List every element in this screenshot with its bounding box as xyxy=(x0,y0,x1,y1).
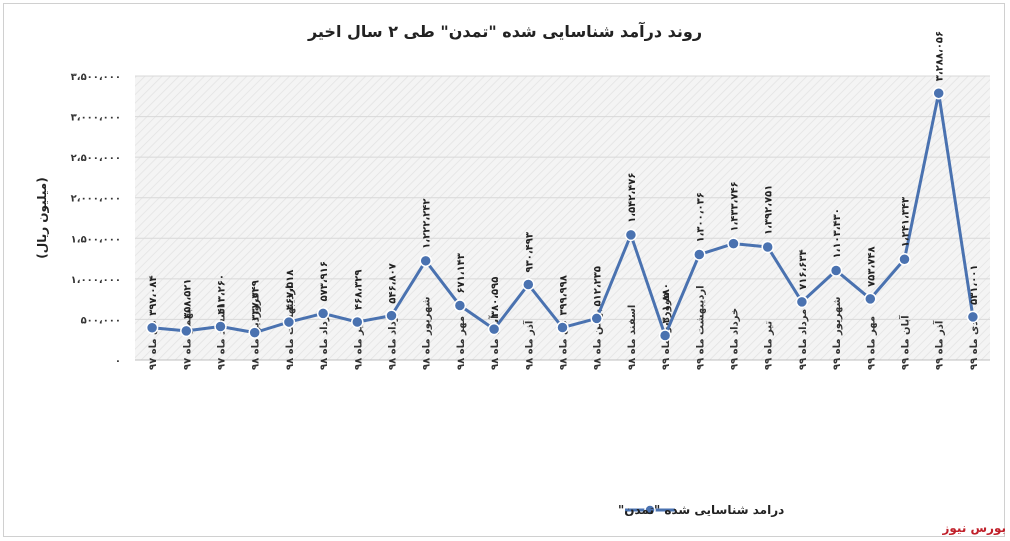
data-label: ۵۳۱،۰۰۱ xyxy=(969,264,980,304)
data-point xyxy=(351,315,364,329)
chart-title: روند درآمد شناسایی شده "تمدن" طی ۲ سال ا… xyxy=(307,22,703,41)
data-label: ۳۹۹،۹۹۸ xyxy=(559,275,570,315)
data-point xyxy=(248,326,261,339)
y-tick-label: ۲،۵۰۰،۰۰۰ xyxy=(71,153,121,164)
y-axis-title: (میلیون ریال) xyxy=(35,177,50,258)
data-label: ۴۶۷،۵۱۸ xyxy=(285,270,296,310)
y-tick-label: ۳،۵۰۰،۰۰۰ xyxy=(71,72,121,83)
x-tick-label: دی ماه ۹۷ xyxy=(148,321,159,370)
x-tick-label: خرداد ماه ۹۸ xyxy=(319,308,330,370)
x-tick-label: دی ماه ۹۸ xyxy=(559,321,570,370)
x-tick-label: اسفند ماه ۹۸ xyxy=(627,305,638,370)
data-point xyxy=(487,322,501,336)
x-tick-label: شهریور ماه ۹۸ xyxy=(422,296,433,370)
y-tick-label: ۱،۵۰۰،۰۰۰ xyxy=(71,234,121,245)
x-tick-label: دی ماه ۹۹ xyxy=(969,321,980,370)
data-label: ۳۵۸،۵۲۱ xyxy=(182,278,193,318)
data-label: ۶۷۱،۱۴۳ xyxy=(456,253,467,293)
data-label: ۵۷۳،۹۱۶ xyxy=(319,261,330,301)
y-tick-label: ۳،۰۰۰،۰۰۰ xyxy=(71,113,121,124)
x-tick-label: بهمن ماه ۹۷ xyxy=(182,309,193,370)
data-label: ۷۱۶،۶۳۴ xyxy=(798,249,809,289)
data-label: ۵۱۲،۲۳۵ xyxy=(593,266,604,306)
data-label: ۱،۵۴۲،۴۷۶ xyxy=(627,173,638,223)
data-point xyxy=(385,309,398,322)
data-point xyxy=(590,312,603,325)
data-label: ۷۵۳،۷۴۸ xyxy=(866,246,877,286)
data-point xyxy=(829,264,843,277)
x-tick-label: بهمن ماه ۹۸ xyxy=(593,309,604,370)
data-point xyxy=(453,299,467,312)
data-label: ۳۸۰،۵۹۵ xyxy=(490,277,501,317)
x-tick-label: تیر ماه ۹۹ xyxy=(764,321,775,370)
data-points xyxy=(145,86,980,342)
data-point xyxy=(214,320,227,333)
data-point xyxy=(966,310,980,324)
data-point xyxy=(932,86,945,100)
data-label: ۱،۳۹۲،۷۵۱ xyxy=(764,185,775,235)
data-label: ۹۳۰،۴۹۳ xyxy=(524,232,535,272)
x-tick-label: مرداد ماه ۹۸ xyxy=(388,309,399,370)
y-tick-label: ۰ xyxy=(115,356,121,367)
legend-label: درامد شناسایی شده "تمدن" xyxy=(618,503,784,517)
y-tick-label: ۲،۰۰۰،۰۰۰ xyxy=(71,194,121,205)
data-labels: ۳۹۷،۰۸۴ ۳۵۸،۵۲۱ ۴۱۳،۲۶۰ ۳۳۷،۳۴۹ ۴۶۷،۵۱۸ ۵۷۳،۹… xyxy=(148,31,980,324)
data-label: ۳۹۷،۰۸۴ xyxy=(148,275,159,315)
data-point xyxy=(864,292,877,306)
data-label: ۱،۲۴۱،۳۴۳ xyxy=(901,197,912,247)
x-tick-label: اردیبهشت ماه ۹۹ xyxy=(695,285,706,370)
y-axis: ۰ ۵۰۰،۰۰۰ ۱،۰۰۰،۰۰۰ ۱،۵۰۰،۰۰۰ ۲،۰۰۰،۰۰۰ ۲،۵۰۰… xyxy=(35,72,121,367)
data-point xyxy=(419,254,432,268)
data-point xyxy=(727,237,740,250)
data-point xyxy=(624,228,638,242)
data-point xyxy=(282,315,296,329)
data-point xyxy=(761,240,774,254)
x-tick-label: مهر ماه ۹۸ xyxy=(456,316,467,370)
legend: درامد شناسایی شده "تمدن" xyxy=(618,503,784,517)
x-tick-label: آذر ماه ۹۹ xyxy=(933,320,946,370)
x-tick-label: مرداد ماه ۹۹ xyxy=(798,309,809,370)
data-point xyxy=(556,321,569,334)
data-point xyxy=(145,321,159,335)
legend-marker xyxy=(644,504,656,516)
data-point xyxy=(898,253,911,266)
data-point xyxy=(316,307,330,320)
data-label: ۴۱۳،۲۶۰ xyxy=(217,274,228,314)
x-tick-label: مهر ماه ۹۹ xyxy=(866,316,877,370)
x-tick-label: آذر ماه ۹۸ xyxy=(522,320,535,370)
data-label: ۳۰۱،۸۸۰ xyxy=(661,283,672,323)
plot-area xyxy=(135,76,990,360)
data-point xyxy=(180,324,193,338)
data-label: ۳،۲۸۸،۰۵۶ xyxy=(935,31,946,81)
data-point xyxy=(658,329,672,342)
y-tick-label: ۱،۰۰۰،۰۰۰ xyxy=(71,275,121,286)
x-tick-label: شهریور ماه ۹۹ xyxy=(832,296,843,370)
data-label: ۵۴۶،۸۰۷ xyxy=(388,263,399,303)
x-tick-label: آبان ماه ۹۹ xyxy=(899,315,912,370)
data-point xyxy=(795,295,809,309)
data-label: ۳۳۷،۳۴۹ xyxy=(251,280,262,320)
x-tick-label: اسفند ماه ۹۷ xyxy=(217,305,228,370)
data-label: ۱،۴۳۳،۷۴۶ xyxy=(730,181,741,231)
watermark-logo: بورس نیوز xyxy=(942,521,1006,535)
x-tick-label: تیر ماه ۹۸ xyxy=(353,321,364,370)
data-point xyxy=(693,248,706,261)
data-label: ۱،۱۰۳،۴۳۰ xyxy=(832,208,843,258)
y-tick-label: ۵۰۰،۰۰۰ xyxy=(81,315,121,326)
data-label: ۴۶۸،۳۲۹ xyxy=(353,270,364,310)
data-label: ۱،۲۲۲،۲۴۲ xyxy=(422,198,433,248)
data-label: ۱،۳۰۰،۰۳۶ xyxy=(695,192,706,242)
x-tick-label: خرداد ماه ۹۹ xyxy=(730,308,741,370)
data-point xyxy=(522,278,535,291)
